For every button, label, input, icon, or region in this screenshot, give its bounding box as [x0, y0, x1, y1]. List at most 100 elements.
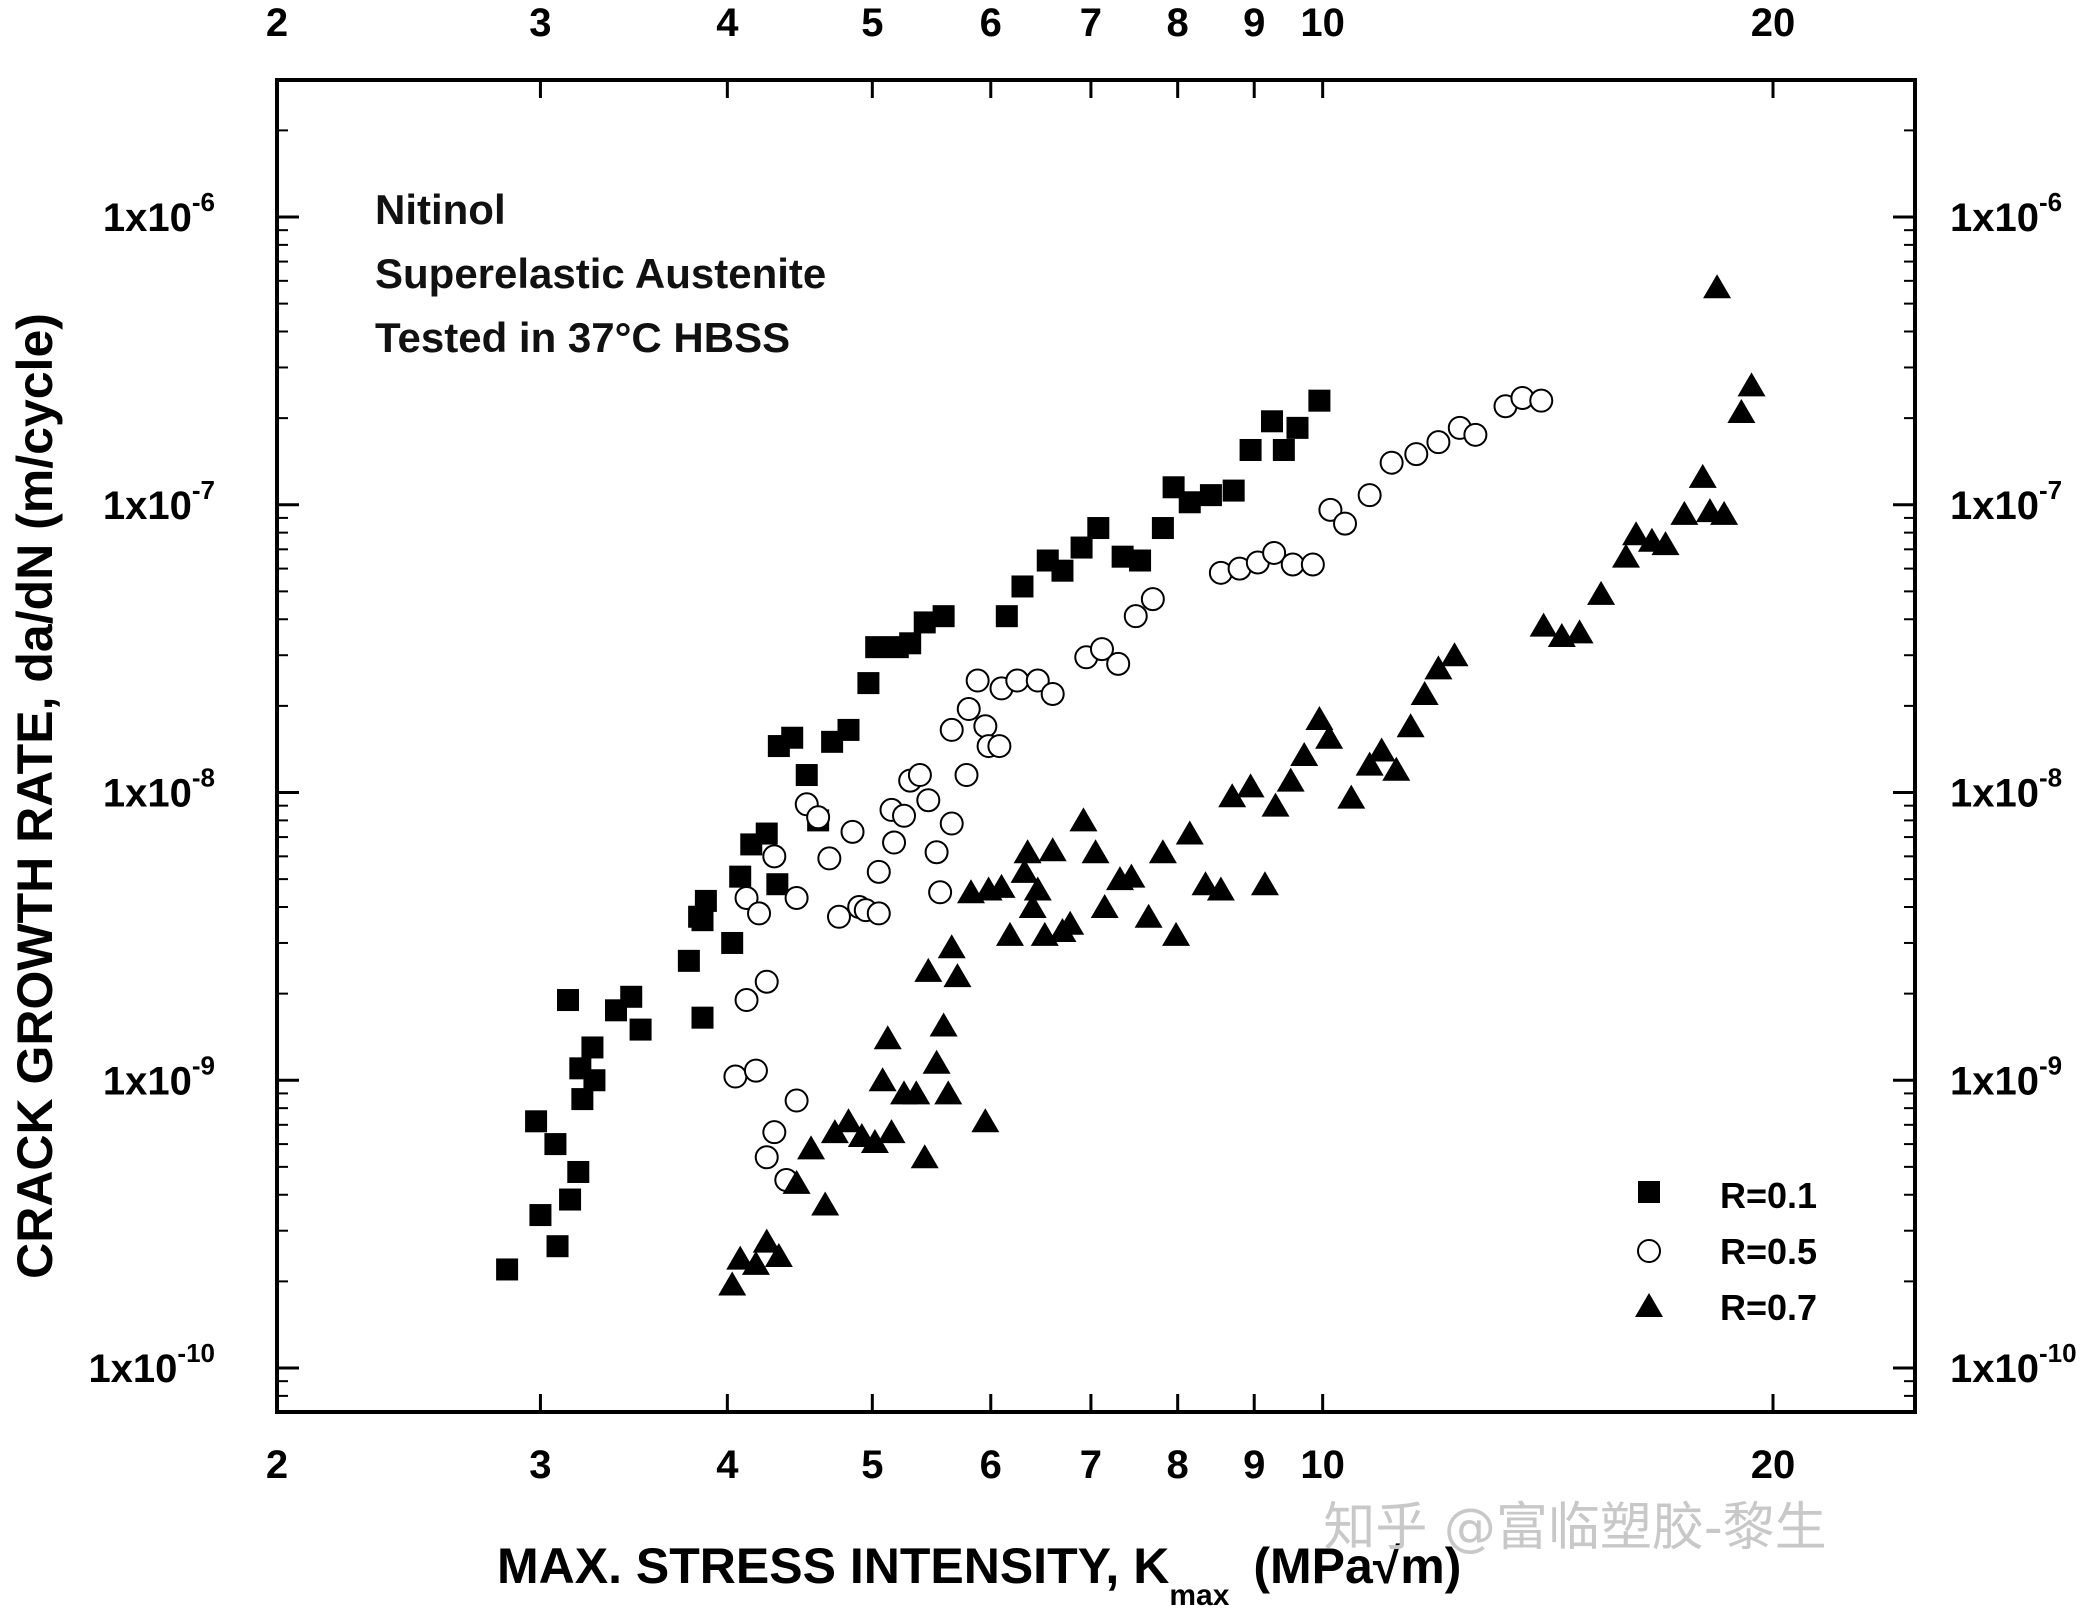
y-tick-label-left: 1x10-7: [103, 475, 215, 528]
data-point-r07: [1148, 839, 1177, 864]
data-point-r05: [1426, 430, 1451, 455]
data-point-r01: [1111, 545, 1134, 568]
data-point-r05: [1040, 681, 1065, 706]
data-point-r05: [840, 819, 865, 844]
data-point-r07: [1622, 521, 1651, 546]
data-point-r05: [973, 714, 998, 739]
data-point-r07: [1013, 839, 1042, 864]
data-point-r01: [995, 605, 1018, 628]
data-point-r07: [1038, 837, 1067, 862]
legend-marker-r05: [1637, 1239, 1661, 1263]
data-point-r05: [817, 846, 842, 871]
data-point-r07: [860, 1129, 889, 1154]
data-point-r07: [1117, 863, 1146, 888]
data-point-r07: [1175, 820, 1204, 845]
data-point-r07: [834, 1108, 863, 1133]
data-point-r07: [1315, 724, 1344, 749]
y-tick-label-left: 1x10-10: [88, 1338, 215, 1391]
data-point-r07: [718, 1271, 747, 1296]
data-point-r05: [1463, 422, 1488, 447]
data-point-r01: [1239, 438, 1262, 461]
data-point-r01: [1151, 517, 1174, 540]
data-point-r07: [1670, 500, 1699, 525]
data-point-r07: [1703, 274, 1732, 299]
data-point-r05: [784, 885, 809, 910]
data-point-r07: [1396, 713, 1425, 738]
y-tick-label-right: 1x10-7: [1950, 475, 2062, 528]
x-axis-title-unit: (MPa√m): [1253, 1538, 1461, 1594]
data-point-r01: [546, 1235, 569, 1258]
data-point-r07: [752, 1228, 781, 1253]
data-point-r05: [1357, 483, 1382, 508]
data-point-r05: [1005, 668, 1030, 693]
data-point-r05: [882, 830, 907, 855]
data-point-r07: [1410, 680, 1439, 705]
data-point-r05: [1089, 637, 1114, 662]
annotation-environment: Tested in 37°C HBSS: [375, 314, 790, 361]
x-tick-label-top: 8: [1167, 1, 1189, 45]
data-point-r05: [747, 901, 772, 926]
data-point-r05: [743, 1058, 768, 1083]
y-tick-label-left: 1x10-9: [103, 1050, 215, 1103]
x-tick-label-top: 5: [861, 1, 883, 45]
x-axis-title-main: MAX. STRESS INTENSITY, K: [497, 1538, 1169, 1594]
data-point-r07: [764, 1243, 793, 1268]
data-point-r01: [1178, 491, 1201, 514]
data-point-r01: [932, 605, 955, 628]
data-point-r07: [1134, 903, 1163, 928]
data-point-r07: [1023, 876, 1052, 901]
y-axis-title: CRACK GROWTH RATE, da/dN (m/cycle): [7, 313, 63, 1279]
x-tick-label-top: 3: [529, 1, 551, 45]
data-point-r01: [1070, 536, 1093, 559]
data-point-r05: [784, 1088, 809, 1113]
data-point-r05: [1529, 388, 1554, 413]
data-point-r05: [928, 880, 953, 905]
data-point-r01: [581, 1036, 604, 1059]
data-point-r05: [723, 1064, 748, 1089]
legend-label-r07: R=0.7: [1720, 1287, 1817, 1328]
data-point-r05: [892, 803, 917, 828]
data-point-r01: [837, 718, 860, 741]
data-point-r07: [1710, 500, 1739, 525]
x-tick-label-bottom: 2: [266, 1443, 288, 1487]
data-point-r05: [866, 901, 891, 926]
data-point-r05: [939, 811, 964, 836]
data-point-r01: [620, 985, 643, 1008]
data-point-r07: [1440, 642, 1469, 667]
data-point-r07: [971, 1108, 1000, 1133]
data-point-r05: [762, 844, 787, 869]
data-point-r05: [956, 697, 981, 722]
x-tick-label-bottom: 3: [529, 1443, 551, 1487]
data-point-r05: [866, 859, 891, 884]
x-tick-label-top: 10: [1300, 1, 1345, 45]
annotation-block: Nitinol Superelastic Austenite Tested in…: [375, 186, 826, 361]
data-point-r07: [987, 873, 1016, 898]
data-point-r07: [922, 1049, 951, 1074]
x-tick-label-bottom: 10: [1300, 1443, 1345, 1487]
data-point-r01: [629, 1018, 652, 1041]
data-point-r07: [995, 921, 1024, 946]
data-point-r05: [987, 734, 1012, 759]
data-point-r01: [899, 632, 922, 655]
data-point-r01: [1199, 484, 1222, 507]
data-point-r01: [556, 989, 579, 1012]
data-point-r01: [544, 1133, 567, 1156]
data-point-r05: [754, 1145, 779, 1170]
data-point-r01: [694, 889, 717, 912]
data-point-r05: [1123, 604, 1148, 629]
y-tick-label-right: 1x10-6: [1950, 187, 2062, 240]
legend-marker-r01: [1638, 1181, 1660, 1203]
x-axis-title-subscript: max: [1169, 1579, 1229, 1610]
data-point-r01: [583, 1069, 606, 1092]
data-point-r01: [559, 1188, 582, 1211]
data-point-r07: [910, 1144, 939, 1169]
data-point-r07: [797, 1135, 826, 1160]
data-point-r07: [1337, 784, 1366, 809]
data-point-r01: [795, 764, 818, 787]
data-point-r05: [734, 885, 759, 910]
data-point-r05: [1280, 552, 1305, 577]
x-tick-label-top: 7: [1080, 1, 1102, 45]
data-point-r07: [1069, 807, 1098, 832]
ticks-layer: 2 2 3 3 4 4 5 5 6 6 7 7 8 8 9 9 10 10 20 20 1x10-10 1x10-10 1x…: [88, 1, 2076, 1487]
